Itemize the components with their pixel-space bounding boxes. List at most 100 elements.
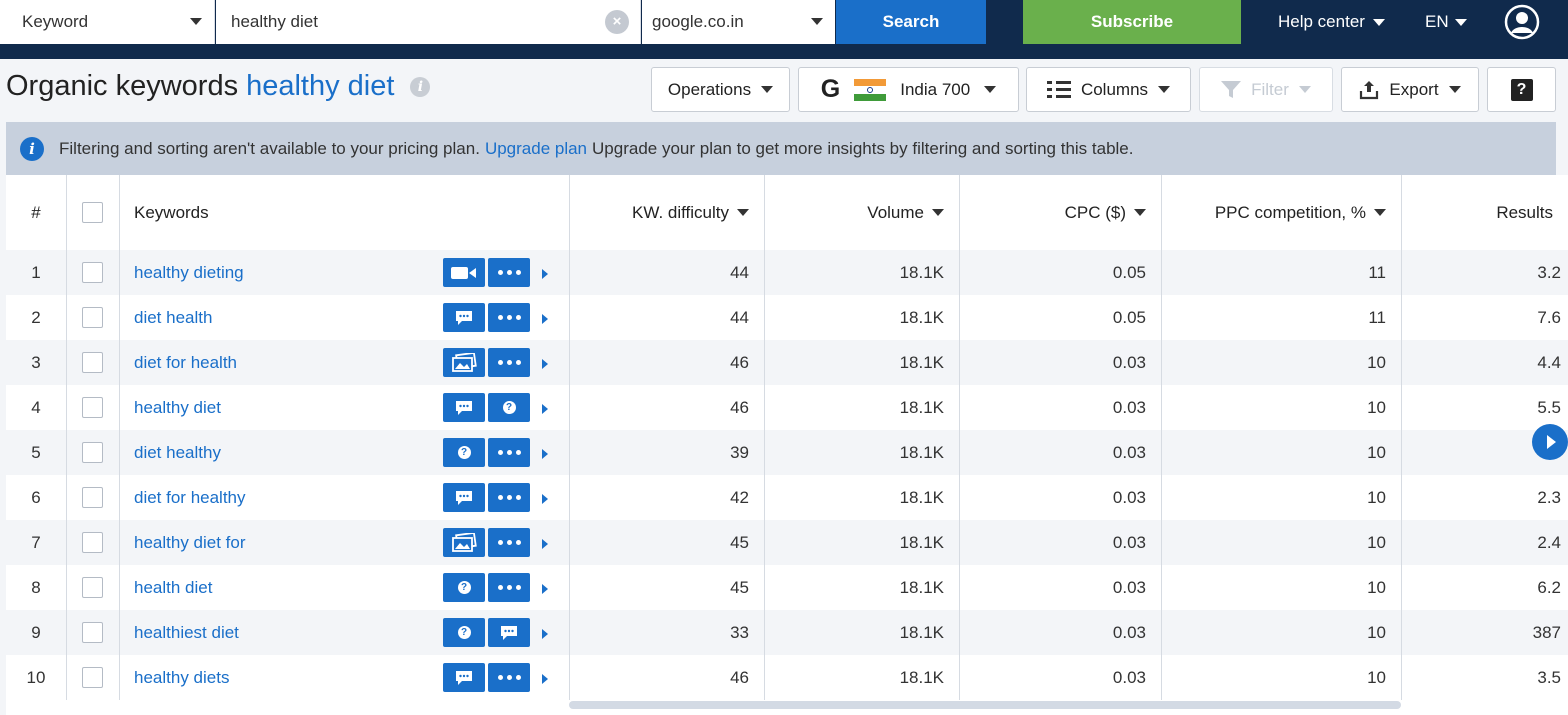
search-type-select[interactable]: Keyword [0, 0, 215, 44]
notice-text-after: Upgrade your plan to get more insights b… [592, 138, 1134, 158]
comment-icon[interactable] [443, 483, 485, 512]
keyword-link[interactable]: healthy diet for [134, 532, 246, 552]
database-select[interactable]: google.co.in [642, 0, 835, 44]
question-icon[interactable]: ? [443, 573, 485, 602]
keyword-link[interactable]: diet for healthy [134, 487, 246, 507]
row-select-cell [66, 655, 119, 700]
row-checkbox[interactable] [82, 397, 103, 418]
expand-icon[interactable] [542, 584, 548, 594]
chevron-down-icon [1372, 18, 1385, 26]
volume-cell: 18.1K [899, 352, 944, 372]
operations-button[interactable]: Operations [651, 67, 790, 112]
comment-icon[interactable] [443, 303, 485, 332]
expand-icon[interactable] [542, 494, 548, 504]
table-header: # Keywords KW. difficulty Volume CPC ($)… [6, 175, 1568, 250]
dots-icon[interactable] [488, 438, 530, 467]
row-checkbox[interactable] [82, 487, 103, 508]
export-icon [1360, 80, 1379, 99]
comment-icon[interactable] [488, 618, 530, 647]
keyword-link[interactable]: diet health [134, 307, 213, 327]
expand-icon[interactable] [542, 269, 548, 279]
keyword-link[interactable]: healthiest diet [134, 622, 239, 642]
row-checkbox[interactable] [82, 622, 103, 643]
subscribe-button[interactable]: Subscribe [1023, 0, 1241, 44]
search-input[interactable]: healthy diet × [216, 0, 641, 44]
ppc-header-label: PPC competition, % [1214, 202, 1366, 222]
row-select-cell [66, 610, 119, 655]
dots-icon[interactable] [488, 348, 530, 377]
horizontal-scrollbar[interactable] [569, 701, 1401, 709]
difficulty-cell: 33 [730, 622, 749, 642]
dots-icon[interactable] [488, 258, 530, 287]
user-avatar-icon[interactable] [1504, 4, 1540, 40]
select-all-checkbox[interactable] [82, 202, 103, 223]
row-checkbox[interactable] [82, 307, 103, 328]
row-checkbox[interactable] [82, 577, 103, 598]
expand-icon[interactable] [542, 629, 548, 639]
difficulty-cell: 45 [730, 577, 749, 597]
dots-icon[interactable] [488, 528, 530, 557]
keyword-link[interactable]: healthy diet [134, 397, 221, 417]
images-icon[interactable] [443, 348, 485, 377]
row-number: 3 [31, 352, 41, 372]
row-checkbox[interactable] [82, 442, 103, 463]
row-number: 9 [31, 622, 41, 642]
row-number: 2 [31, 307, 41, 327]
keyword-link[interactable]: health diet [134, 577, 213, 597]
dots-icon[interactable] [488, 573, 530, 602]
columns-button[interactable]: Columns [1026, 67, 1191, 112]
images-icon[interactable] [443, 528, 485, 557]
info-icon[interactable]: i [410, 76, 431, 97]
video-icon[interactable] [443, 258, 485, 287]
help-center-menu[interactable]: Help center [1278, 0, 1385, 44]
expand-icon[interactable] [542, 674, 548, 684]
column-header-volume[interactable]: Volume [764, 175, 944, 250]
upgrade-plan-link[interactable]: Upgrade plan [484, 138, 588, 158]
question-icon[interactable]: ? [488, 393, 530, 422]
row-checkbox[interactable] [82, 667, 103, 688]
dots-icon[interactable] [488, 483, 530, 512]
export-button[interactable]: Export [1341, 67, 1479, 112]
chevron-down-icon [1298, 86, 1311, 93]
column-header-difficulty[interactable]: KW. difficulty [569, 175, 749, 250]
expand-icon[interactable] [542, 314, 548, 324]
export-label: Export [1389, 79, 1439, 99]
page-title-prefix: Organic keywords [6, 70, 239, 102]
question-icon[interactable]: ? [443, 618, 485, 647]
search-button[interactable]: Search [836, 0, 986, 44]
region-button[interactable]: G India 700 [798, 67, 1019, 112]
keyword-link[interactable]: healthy diets [134, 667, 230, 687]
dots-icon[interactable] [488, 303, 530, 332]
page-title: Organic keywords healthy diet i [6, 70, 431, 103]
row-number: 1 [31, 262, 41, 282]
column-header-ppc[interactable]: PPC competition, % [1161, 175, 1386, 250]
row-checkbox[interactable] [82, 352, 103, 373]
scroll-right-button[interactable] [1532, 424, 1568, 460]
expand-icon[interactable] [542, 449, 548, 459]
table-row: 2 diet health 44 18.1K 0.05 11 7.6 [6, 295, 1568, 340]
language-menu[interactable]: EN [1425, 0, 1467, 44]
filter-icon [1221, 80, 1242, 98]
help-center-label: Help center [1278, 12, 1365, 31]
operations-label: Operations [667, 79, 752, 99]
column-header-cpc[interactable]: CPC ($) [959, 175, 1146, 250]
keyword-link[interactable]: diet for health [134, 352, 238, 372]
expand-icon[interactable] [542, 539, 548, 549]
row-checkbox[interactable] [82, 532, 103, 553]
filter-button[interactable]: Filter [1199, 67, 1333, 112]
ppc-cell: 10 [1367, 352, 1386, 372]
filter-label: Filter [1251, 79, 1289, 99]
table-row: 6 diet for healthy 42 18.1K 0.03 10 2.3 [6, 475, 1568, 520]
expand-icon[interactable] [542, 359, 548, 369]
expand-icon[interactable] [542, 404, 548, 414]
comment-icon[interactable] [443, 663, 485, 692]
dots-icon[interactable] [488, 663, 530, 692]
sort-icon [1374, 209, 1386, 216]
help-button[interactable]: ? [1487, 67, 1556, 112]
clear-icon[interactable]: × [605, 10, 629, 34]
comment-icon[interactable] [443, 393, 485, 422]
row-checkbox[interactable] [82, 262, 103, 283]
keyword-link[interactable]: diet healthy [134, 442, 221, 462]
keyword-link[interactable]: healthy dieting [134, 262, 244, 282]
question-icon[interactable]: ? [443, 438, 485, 467]
